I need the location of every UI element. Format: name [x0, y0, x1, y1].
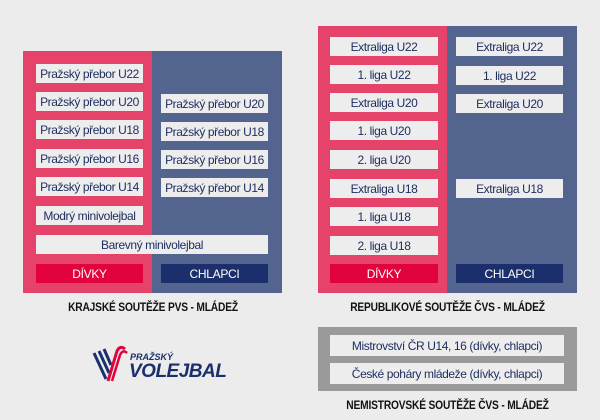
volleyball-logo-icon — [92, 345, 128, 382]
logo-line1: PRAŽSKÝ — [130, 352, 174, 362]
logo: PRAŽSKÝ VOLEJBAL — [92, 343, 227, 388]
logo-line2: VOLEJBAL — [129, 361, 227, 382]
krajske-girls-panel — [23, 51, 152, 293]
competition-item: Pražský přebor U16 — [36, 149, 143, 168]
competition-item: Pražský přebor U14 — [161, 178, 268, 197]
krajske-boys-panel — [152, 51, 282, 293]
competition-item: Extraliga U18 — [456, 179, 563, 198]
competition-item: Pražský přebor U22 — [36, 64, 143, 83]
competition-item: Mistrovství ČR U14, 16 (dívky, chlapci) — [330, 335, 564, 356]
competition-item: Extraliga U20 — [330, 93, 438, 112]
section-title: REPUBLIKOVÉ SOUTĚŽE ČVS - MLÁDEŽ — [350, 300, 545, 314]
competition-item: 2. liga U20 — [330, 150, 438, 169]
competition-item: Modrý minivolejbal — [36, 206, 143, 225]
boys-label: CHLAPCI — [456, 264, 563, 283]
competition-item: Extraliga U20 — [456, 94, 563, 113]
competition-item: Pražský přebor U16 — [161, 150, 268, 169]
competition-item: 2. liga U18 — [330, 236, 438, 255]
girls-label: DÍVKY — [36, 264, 143, 283]
competition-item: Pražský přebor U18 — [161, 122, 268, 141]
competition-item: Extraliga U22 — [456, 37, 563, 56]
boys-label: CHLAPCI — [161, 264, 268, 283]
competition-item: Pražský přebor U20 — [161, 94, 268, 113]
competition-item: Extraliga U22 — [330, 37, 438, 56]
competition-item: České poháry mládeže (dívky, chlapci) — [330, 363, 564, 384]
competition-item: 1. liga U20 — [330, 121, 438, 140]
competition-item: 1. liga U18 — [330, 207, 438, 226]
competition-item: Extraliga U18 — [330, 179, 438, 198]
section-title: NEMISTROVSKÉ SOUTĚŽE ČVS - MLÁDEŽ — [346, 398, 549, 412]
competition-item: Pražský přebor U18 — [36, 120, 143, 139]
section-title: KRAJSKÉ SOUTĚŽE PVS - MLÁDEŽ — [68, 300, 238, 314]
competition-item: Pražský přebor U14 — [36, 177, 143, 196]
competition-item: 1. liga U22 — [456, 66, 563, 85]
girls-label: DÍVKY — [330, 264, 438, 283]
competition-item-shared: Barevný minivolejbal — [36, 235, 268, 254]
competition-item: Pražský přebor U20 — [36, 92, 143, 111]
competition-item: 1. liga U22 — [330, 65, 438, 84]
